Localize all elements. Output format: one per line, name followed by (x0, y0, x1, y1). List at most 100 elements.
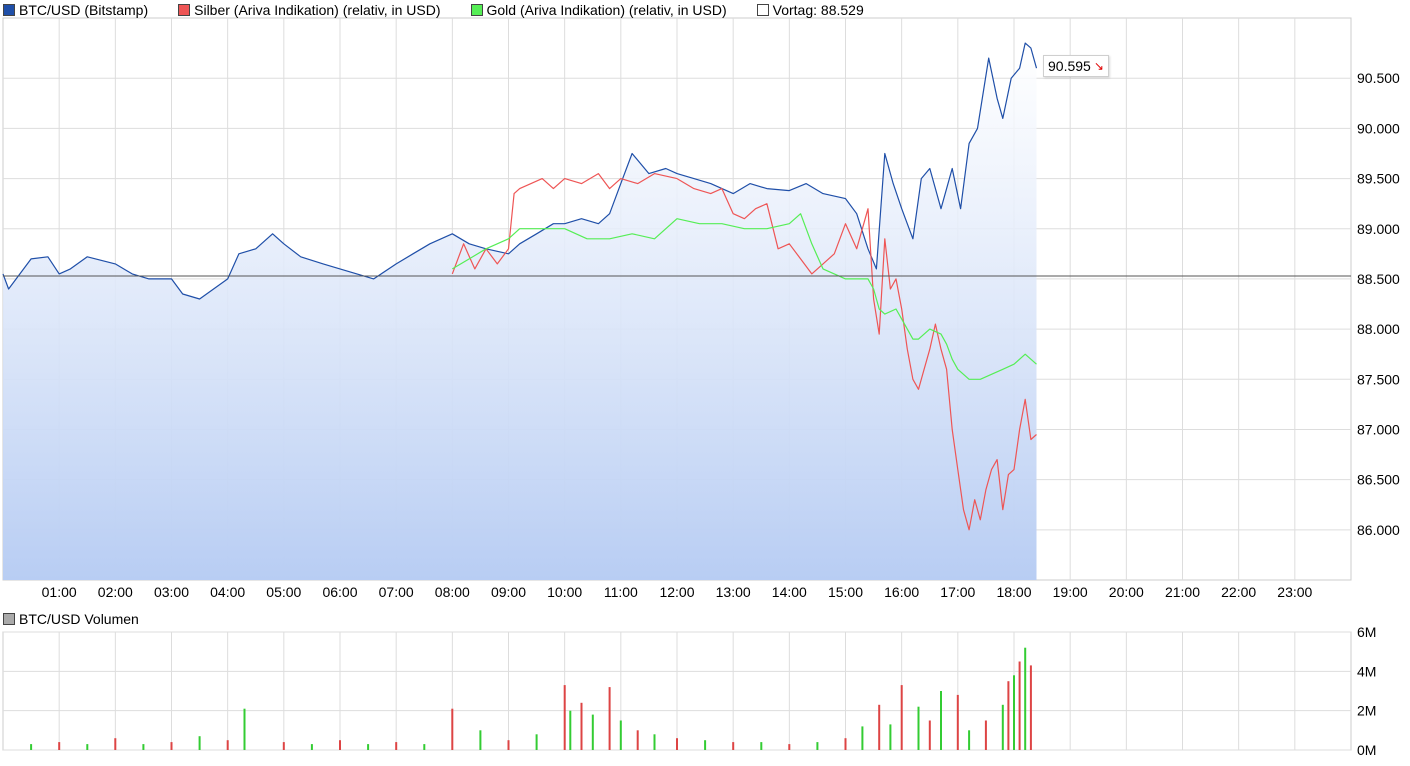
btc-area-fill (3, 43, 1037, 581)
axis-labels: 01:00 02:00 03:00 04:00 05:00 06:00 07:00 08:00… (42, 70, 1400, 758)
last-value-text: 90.595 (1048, 58, 1091, 74)
y-tick-label: 87.500 (1357, 371, 1400, 387)
down-arrow-icon: ↘ (1093, 59, 1104, 73)
volume-bar (30, 744, 33, 750)
volume-bar (878, 704, 881, 750)
volume-gridlines (2, 631, 1352, 751)
x-tick-label: 07:00 (379, 584, 414, 600)
volume-bar (569, 710, 572, 750)
volume-bar (1001, 704, 1004, 750)
volume-bar (479, 730, 482, 750)
legend-swatch-btc (3, 4, 15, 16)
volume-legend-swatch (3, 613, 15, 625)
x-tick-label: 05:00 (266, 584, 301, 600)
volume-bar (591, 714, 594, 750)
volume-bar (535, 734, 538, 750)
x-tick-label: 21:00 (1165, 584, 1200, 600)
x-tick-label: 13:00 (716, 584, 751, 600)
legend-item-btc[interactable]: BTC/USD (Bitstamp) (3, 2, 148, 18)
x-tick-label: 06:00 (322, 584, 357, 600)
volume-y-tick-label: 4M (1357, 663, 1376, 679)
volume-y-tick-label: 6M (1357, 624, 1376, 640)
volume-bar (861, 726, 864, 750)
volume-bar (619, 720, 622, 750)
x-tick-label: 03:00 (154, 584, 189, 600)
volume-bar (760, 742, 763, 750)
volume-bar (86, 744, 89, 750)
y-tick-label: 88.500 (1357, 271, 1400, 287)
x-tick-label: 23:00 (1277, 584, 1312, 600)
x-tick-label: 12:00 (659, 584, 694, 600)
volume-bar (928, 720, 931, 750)
volume-bar (339, 740, 341, 750)
x-tick-label: 19:00 (1053, 584, 1088, 600)
volume-bar (816, 742, 819, 750)
legend-item-vortag[interactable]: Vortag: 88.529 (756, 2, 864, 18)
y-tick-label: 90.000 (1357, 120, 1400, 136)
volume-bar (900, 685, 903, 750)
volume-bar (889, 724, 892, 750)
y-tick-label: 88.000 (1357, 321, 1400, 337)
legend-item-gold[interactable]: Gold (Ariva Indikation) (relativ, in USD… (470, 2, 727, 18)
volume-bar (917, 706, 920, 750)
volume-bar (170, 742, 173, 750)
legend-label-btc: BTC/USD (Bitstamp) (19, 2, 149, 18)
x-tick-label: 17:00 (940, 584, 975, 600)
x-tick-label: 16:00 (884, 584, 919, 600)
volume-bar (704, 740, 707, 750)
volume-bar (243, 708, 246, 750)
volume-bar (226, 740, 229, 750)
x-tick-label: 10:00 (547, 584, 582, 600)
legend-swatch-silber (178, 4, 191, 16)
volume-bar (676, 738, 678, 750)
chart-legend: BTC/USD (Bitstamp) Silber (Ariva Indikat… (3, 1, 894, 19)
last-value-badge: 90.595 ↘ (1043, 55, 1109, 77)
volume-bar (968, 730, 971, 750)
volume-bar (984, 720, 987, 750)
volume-bar (732, 742, 735, 750)
volume-bar (956, 694, 959, 750)
y-tick-label: 89.500 (1357, 171, 1400, 187)
volume-bar (1007, 681, 1010, 750)
legend-label-vortag: Vortag: 88.529 (772, 2, 864, 18)
price-plot-area (2, 42, 1351, 581)
x-tick-label: 04:00 (210, 584, 245, 600)
x-tick-label: 15:00 (828, 584, 863, 600)
volume-bar (1018, 661, 1021, 750)
legend-label-silber: Silber (Ariva Indikation) (relativ, in U… (194, 2, 441, 18)
volume-bar (58, 742, 61, 750)
x-tick-label: 01:00 (42, 584, 77, 600)
volume-y-tick-label: 0M (1357, 742, 1376, 758)
volume-legend[interactable]: BTC/USD Volumen (3, 610, 139, 628)
y-tick-label: 86.500 (1357, 472, 1400, 488)
silber-series-line (451, 173, 1037, 531)
volume-bar (282, 742, 285, 750)
x-tick-label: 20:00 (1109, 584, 1144, 600)
volume-bar (198, 736, 201, 750)
btc-series-line (2, 42, 1038, 300)
x-tick-label: 18:00 (996, 584, 1031, 600)
y-tick-label: 86.000 (1357, 522, 1400, 538)
x-tick-label: 02:00 (98, 584, 133, 600)
y-tick-label: 89.000 (1357, 221, 1400, 237)
x-tick-label: 11:00 (604, 584, 638, 600)
volume-bar (608, 687, 611, 750)
volume-y-tick-label: 2M (1357, 703, 1376, 719)
y-tick-label: 90.500 (1357, 70, 1400, 86)
volume-bar (114, 738, 117, 750)
legend-swatch-vortag (756, 4, 769, 16)
volume-legend-label: BTC/USD Volumen (19, 611, 139, 627)
volume-bar (580, 702, 583, 750)
legend-swatch-gold (470, 4, 483, 16)
volume-bar (142, 744, 145, 750)
volume-plot-area (30, 647, 1032, 750)
volume-bar (507, 740, 510, 750)
volume-bar (1013, 675, 1015, 750)
x-tick-label: 22:00 (1221, 584, 1256, 600)
legend-item-silber[interactable]: Silber (Ariva Indikation) (relativ, in U… (178, 2, 441, 18)
volume-bar (653, 734, 656, 750)
x-tick-label: 09:00 (491, 584, 526, 600)
volume-bar (788, 744, 791, 750)
volume-bar (563, 685, 566, 750)
volume-bar (451, 708, 454, 750)
